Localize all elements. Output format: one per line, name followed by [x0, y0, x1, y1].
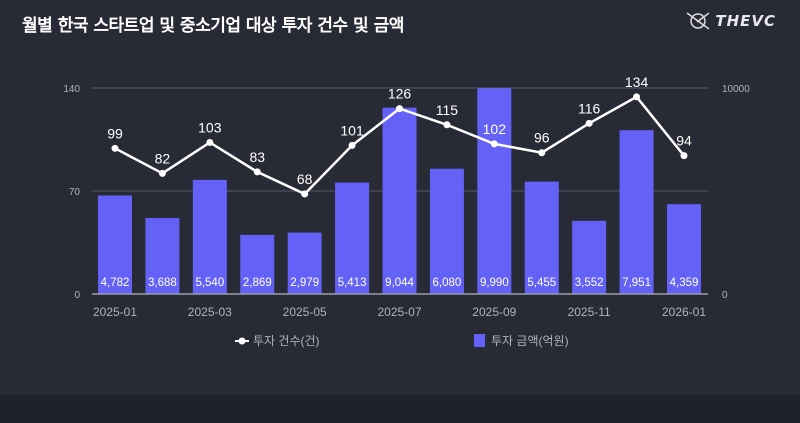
bar-label: 3,688	[148, 277, 177, 289]
line-label: 115	[436, 102, 459, 118]
bar-label: 7,951	[622, 277, 651, 289]
bar-label: 5,455	[527, 277, 556, 289]
right-axis-tick: 0	[722, 290, 728, 301]
line-point	[633, 93, 641, 101]
chart-card: 월별 한국 스타트업 및 중소기업 대상 투자 건수 및 금액 THEVC 0 7…	[22, 10, 776, 348]
bar-label: 4,359	[670, 277, 699, 289]
legend-bar-icon	[474, 334, 485, 347]
line-point	[396, 105, 403, 113]
bar	[382, 107, 417, 294]
line-point	[538, 149, 546, 157]
line-point	[490, 140, 498, 148]
right-axis-tick: 10000	[722, 84, 750, 95]
bar	[524, 181, 559, 294]
line-label: 82	[155, 150, 171, 166]
line-point	[158, 169, 166, 177]
line-point	[348, 141, 356, 149]
left-axis-tick: 0	[74, 290, 80, 301]
line-label: 101	[340, 122, 364, 138]
bar-label: 3,552	[575, 277, 604, 289]
x-axis-tick: 2025-07	[377, 305, 421, 319]
bar	[192, 179, 227, 294]
logo-icon	[686, 12, 710, 30]
line-label: 94	[676, 133, 692, 149]
bar	[429, 168, 464, 294]
bar-label: 9,990	[480, 277, 509, 289]
line-label: 99	[107, 125, 123, 141]
bar	[145, 218, 180, 294]
line-label: 134	[625, 74, 649, 90]
x-axis-tick: 2026-01	[662, 305, 706, 319]
bar-label: 9,044	[385, 277, 414, 289]
x-axis-tick: 2025-09	[472, 305, 516, 319]
line-label: 116	[578, 100, 601, 116]
chart-title: 월별 한국 스타트업 및 중소기업 대상 투자 건수 및 금액	[22, 16, 404, 36]
bar	[287, 232, 322, 294]
x-axis-tick: 2025-11	[568, 305, 611, 319]
line-point	[443, 121, 451, 129]
bar	[619, 130, 654, 294]
line-label: 83	[249, 149, 265, 165]
bar	[477, 88, 512, 295]
bar-label: 2,869	[243, 277, 272, 289]
line-label: 103	[198, 119, 222, 135]
legend-count-label: 투자 건수(건)	[253, 334, 320, 348]
bar-label: 4,782	[101, 277, 130, 289]
logo-text: THEVC	[715, 12, 776, 30]
bar-label: 6,080	[433, 277, 462, 289]
line-point	[301, 190, 309, 198]
line-label: 102	[483, 121, 507, 137]
thevc-logo: THEVC	[685, 10, 776, 32]
bar	[98, 195, 132, 294]
line-point	[111, 144, 119, 152]
bar-label: 5,413	[338, 277, 367, 289]
bar	[240, 234, 275, 294]
bar	[572, 220, 607, 294]
line-point	[585, 119, 593, 127]
x-axis-tick: 2025-03	[188, 305, 232, 319]
chart-svg: 0 70 140 0 10000 4,782 3,688 5,540 2,869 2,979 5,4…	[63, 74, 750, 348]
bar-label: 2,979	[290, 277, 319, 289]
legend-line-marker	[238, 337, 246, 345]
bar-label: 5,540	[195, 277, 224, 289]
bar	[667, 204, 701, 294]
line-point	[253, 168, 261, 176]
bar	[335, 182, 370, 294]
line-label: 96	[534, 130, 550, 146]
line-label: 68	[297, 171, 313, 187]
line-point	[206, 138, 214, 146]
line-label: 126	[388, 86, 412, 102]
legend-amount-label: 투자 금액(억원)	[491, 334, 569, 348]
left-axis-tick: 70	[69, 187, 81, 198]
left-axis-tick: 140	[63, 84, 80, 95]
line-point	[680, 152, 688, 160]
x-axis-tick: 2025-05	[283, 305, 327, 319]
x-axis-tick: 2025-01	[93, 305, 137, 319]
